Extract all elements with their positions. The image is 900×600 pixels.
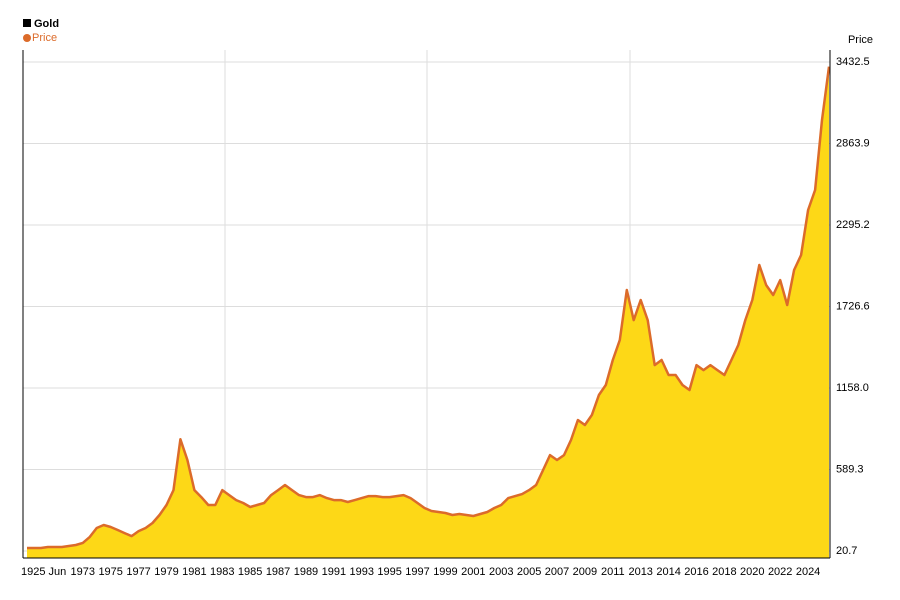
x-tick-label: 2024 bbox=[796, 566, 820, 578]
y-tick-label: 2295.2 bbox=[836, 219, 870, 231]
y-tick-label: 3432.5 bbox=[836, 56, 870, 68]
x-tick-label: 2022 bbox=[768, 566, 792, 578]
x-tick-label: 2003 bbox=[489, 566, 513, 578]
x-tick-label: 1991 bbox=[322, 566, 346, 578]
x-tick-label: 1997 bbox=[405, 566, 429, 578]
y-tick-label: 589.3 bbox=[836, 463, 864, 475]
x-tick-label: 1999 bbox=[433, 566, 457, 578]
legend-square bbox=[23, 19, 31, 27]
x-tick-label: 2018 bbox=[712, 566, 736, 578]
x-tick-label: 1925 Jun bbox=[21, 566, 66, 578]
y-axis-label: Price bbox=[848, 34, 873, 46]
x-tick-label: 1973 bbox=[71, 566, 95, 578]
y-tick-label: 2863.9 bbox=[836, 137, 870, 149]
y-tick-label: 20.7 bbox=[836, 545, 857, 557]
x-tick-label: 2007 bbox=[545, 566, 569, 578]
x-tick-label: 1989 bbox=[294, 566, 318, 578]
x-tick-label: 1981 bbox=[182, 566, 206, 578]
x-tick-label: 2016 bbox=[684, 566, 708, 578]
legend-dot bbox=[23, 34, 31, 42]
x-tick-label: 2013 bbox=[628, 566, 652, 578]
x-tick-label: 2014 bbox=[656, 566, 680, 578]
x-tick-label: 2011 bbox=[601, 566, 625, 578]
y-tick-label: 1158.0 bbox=[836, 382, 869, 394]
x-tick-label: 2001 bbox=[461, 566, 485, 578]
x-tick-label: 1987 bbox=[266, 566, 290, 578]
legend-entry: Price bbox=[32, 32, 57, 44]
line bbox=[27, 66, 831, 550]
x-tick-label: 1993 bbox=[350, 566, 374, 578]
x-tick-label: 1985 bbox=[238, 566, 262, 578]
x-tick-label: 1995 bbox=[377, 566, 401, 578]
x-tick-label: 1983 bbox=[210, 566, 234, 578]
area bbox=[27, 66, 829, 558]
y-tick-label: 1726.6 bbox=[836, 300, 870, 312]
x-tick-label: 1979 bbox=[154, 566, 178, 578]
legend-title: Gold bbox=[34, 18, 59, 30]
x-tick-label: 1975 bbox=[98, 566, 122, 578]
x-tick-label: 2009 bbox=[573, 566, 597, 578]
x-tick-label: 2005 bbox=[517, 566, 541, 578]
x-tick-label: 1977 bbox=[126, 566, 150, 578]
x-tick-label: 2020 bbox=[740, 566, 764, 578]
